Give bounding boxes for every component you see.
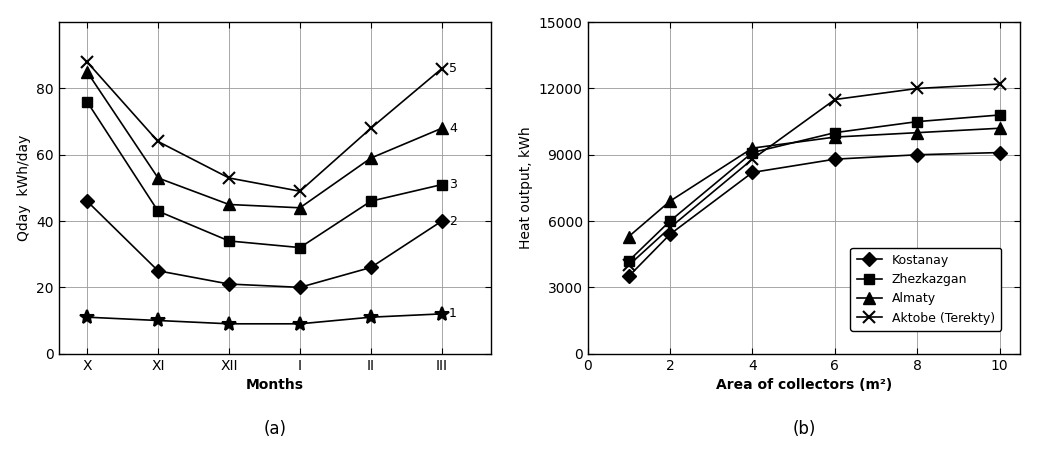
Almaty <box>912 130 924 135</box>
Almaty <box>829 134 841 140</box>
Kostanay <box>664 231 676 237</box>
Line: Aktobe (Terekty): Aktobe (Terekty) <box>622 78 1006 272</box>
Kostanay <box>622 274 635 279</box>
Aktobe (Terekty) <box>829 97 841 102</box>
Y-axis label: Qday  kWh/day: Qday kWh/day <box>17 135 31 241</box>
Text: (b): (b) <box>792 420 816 438</box>
Kostanay <box>912 152 924 157</box>
Text: 2: 2 <box>449 214 456 228</box>
Kostanay <box>747 170 759 175</box>
Text: 1: 1 <box>449 308 456 320</box>
Text: 5: 5 <box>449 62 457 75</box>
Line: Kostanay: Kostanay <box>624 148 1005 281</box>
Aktobe (Terekty) <box>622 263 635 268</box>
Zhezkazgan <box>664 218 676 224</box>
Line: Almaty: Almaty <box>623 123 1005 242</box>
Legend: Kostanay, Zhezkazgan, Almaty, Aktobe (Terekty): Kostanay, Zhezkazgan, Almaty, Aktobe (Te… <box>850 247 1001 331</box>
Aktobe (Terekty) <box>664 225 676 230</box>
Zhezkazgan <box>622 258 635 263</box>
Zhezkazgan <box>747 150 759 155</box>
Almaty <box>747 146 759 151</box>
Zhezkazgan <box>912 119 924 124</box>
Almaty <box>993 125 1006 131</box>
Text: 3: 3 <box>449 178 456 191</box>
Almaty <box>664 198 676 204</box>
Zhezkazgan <box>829 130 841 135</box>
Line: Zhezkazgan: Zhezkazgan <box>624 110 1005 266</box>
Y-axis label: Heat output, kWh: Heat output, kWh <box>520 127 533 249</box>
Kostanay <box>829 157 841 162</box>
Kostanay <box>993 150 1006 155</box>
Almaty <box>622 234 635 239</box>
X-axis label: Area of collectors (m²): Area of collectors (m²) <box>716 378 892 392</box>
X-axis label: Months: Months <box>246 378 304 392</box>
Text: 4: 4 <box>449 122 456 135</box>
Aktobe (Terekty) <box>912 86 924 91</box>
Aktobe (Terekty) <box>993 81 1006 87</box>
Aktobe (Terekty) <box>747 157 759 162</box>
Zhezkazgan <box>993 112 1006 118</box>
Text: (a): (a) <box>263 420 286 438</box>
